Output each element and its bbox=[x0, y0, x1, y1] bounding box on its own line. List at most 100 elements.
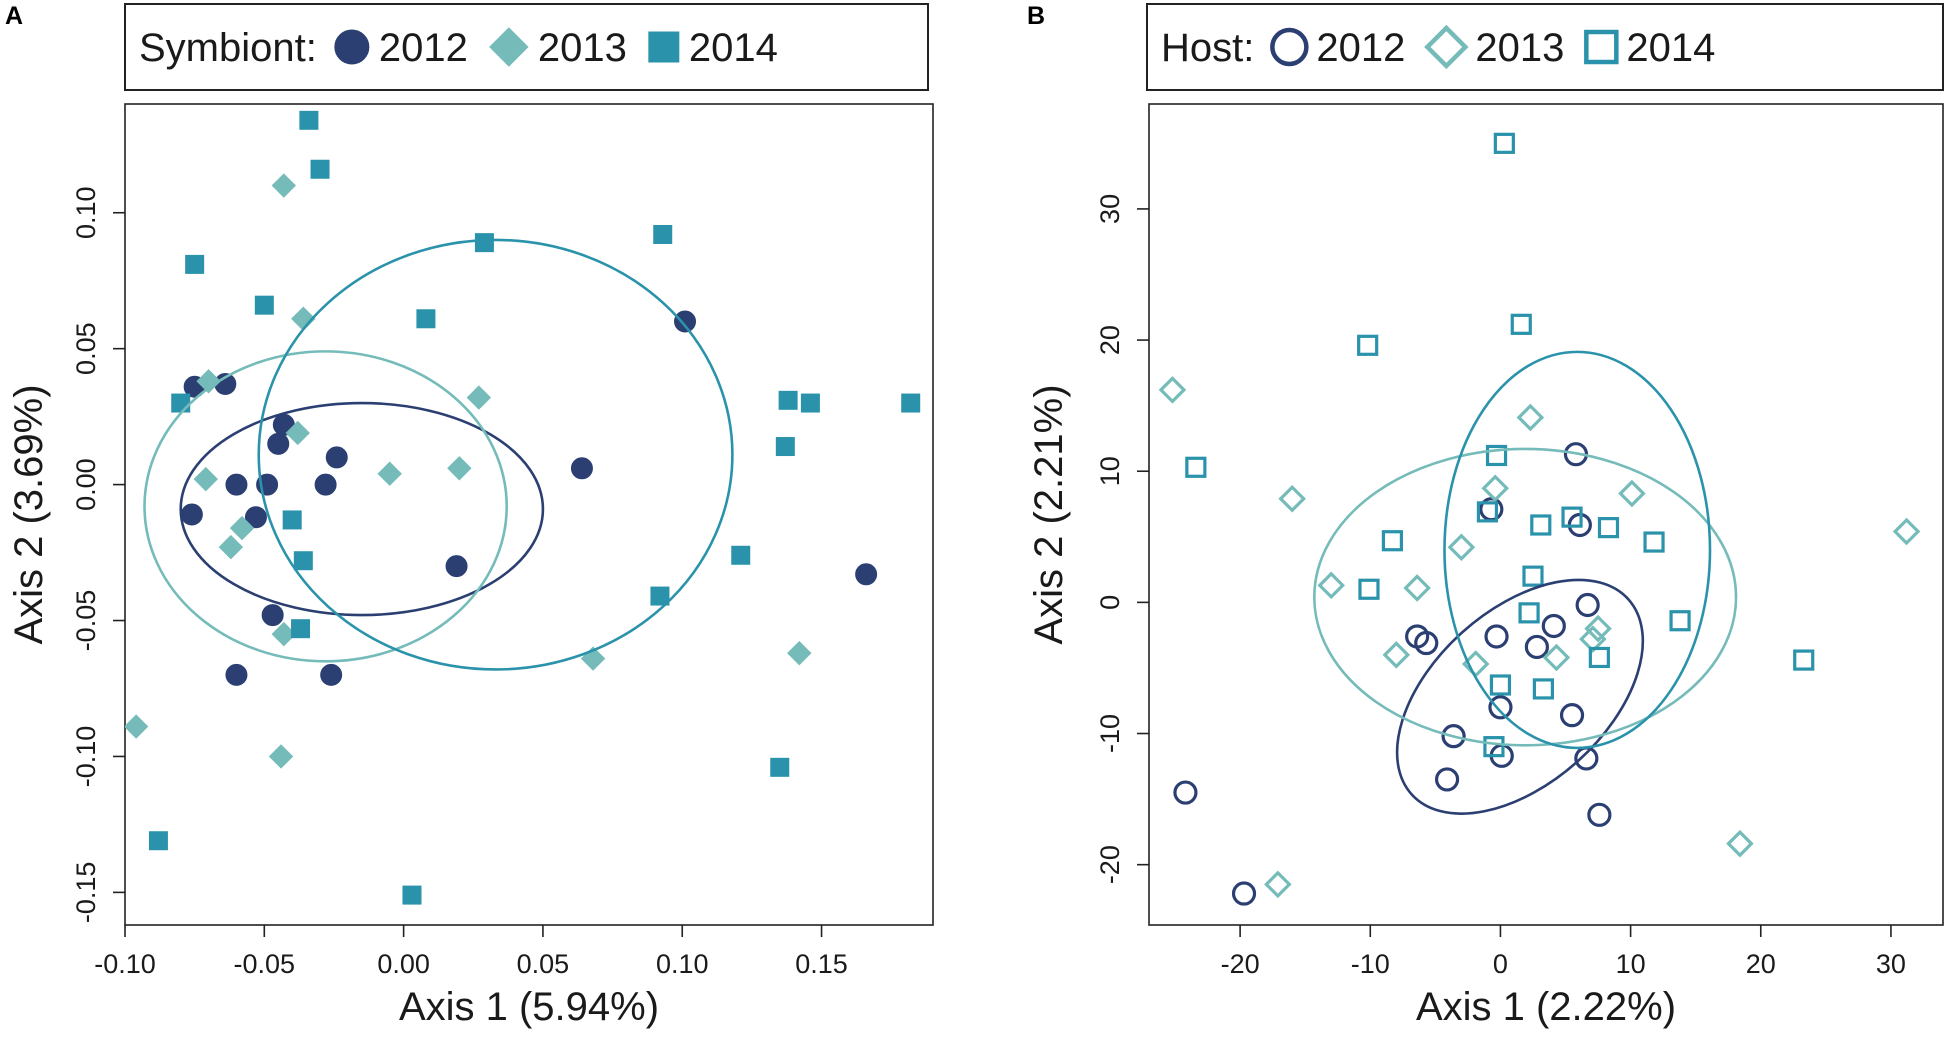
y-tick-label: 0.10 bbox=[71, 186, 101, 239]
y-axis-label: Axis 2 (3.69%) bbox=[7, 384, 51, 644]
point-2014-square bbox=[474, 233, 494, 253]
y-tick-label: 0.05 bbox=[71, 322, 101, 375]
legend-label-2013: 2013 bbox=[538, 26, 627, 70]
point-2014-square bbox=[1185, 456, 1207, 478]
y-tick-label: -0.10 bbox=[71, 726, 101, 788]
point-2014-square bbox=[901, 393, 921, 413]
point-2012-circle bbox=[225, 663, 248, 686]
point-2012-circle bbox=[180, 503, 203, 526]
y-tick-label: 20 bbox=[1095, 325, 1125, 355]
panel-b: B -20 -10 0 10 20 30 -20 -10 0 10 20 30 Axis 1 (2.22%… bbox=[1027, 2, 1944, 1029]
y-axis: -20 -10 0 10 20 30 bbox=[1095, 194, 1149, 884]
point-2014-square bbox=[171, 393, 191, 413]
point-2014-square bbox=[148, 831, 168, 851]
panel-letter: A bbox=[5, 2, 23, 30]
y-tick-label: 10 bbox=[1095, 456, 1125, 486]
point-2014-square bbox=[1510, 313, 1532, 335]
point-2012-circle bbox=[1524, 634, 1549, 660]
legend-marker-2014 bbox=[648, 31, 680, 63]
point-2014-square bbox=[1518, 602, 1540, 624]
point-2014-square bbox=[416, 309, 436, 329]
point-2013-diamond bbox=[268, 744, 294, 769]
point-2014-square bbox=[650, 586, 670, 606]
point-2013-diamond bbox=[447, 456, 472, 481]
x-axis-label: Axis 1 (5.94%) bbox=[399, 985, 659, 1029]
legend-label-2012: 2012 bbox=[379, 26, 468, 70]
y-tick-label: 30 bbox=[1095, 194, 1125, 224]
legend-label-2012: 2012 bbox=[1316, 26, 1405, 70]
point-2012-circle bbox=[1414, 630, 1439, 656]
plot-frame bbox=[1148, 103, 1944, 926]
legend: Symbiont: 2012 2013 2014 bbox=[124, 3, 929, 91]
point-2013-diamond bbox=[1158, 376, 1187, 404]
point-2014-square bbox=[293, 551, 313, 571]
point-2013-diamond bbox=[1382, 641, 1411, 669]
plot-area bbox=[125, 110, 921, 905]
ellipse-2012 bbox=[1395, 578, 1645, 815]
point-2012-circle bbox=[1541, 613, 1566, 639]
point-2013-diamond bbox=[1447, 533, 1476, 562]
point-2012-circle bbox=[314, 473, 337, 496]
point-2013-diamond bbox=[1278, 484, 1306, 513]
legend-marker-2013 bbox=[1424, 24, 1469, 70]
legend-marker-2013 bbox=[489, 27, 529, 67]
point-2012-circle bbox=[325, 446, 348, 469]
x-axis: -20 -10 0 10 20 30 bbox=[1221, 925, 1906, 979]
series-2014 bbox=[148, 110, 921, 905]
point-2014-square bbox=[1532, 678, 1554, 700]
x-tick-label: 10 bbox=[1616, 949, 1646, 979]
point-2012-circle bbox=[1441, 724, 1466, 749]
point-2014-square bbox=[1561, 506, 1583, 528]
point-2014-square bbox=[1493, 132, 1515, 154]
y-tick-label: -0.05 bbox=[71, 590, 101, 652]
point-2014-square bbox=[731, 545, 751, 565]
point-2013-diamond bbox=[1618, 479, 1646, 508]
point-2013-diamond bbox=[1264, 870, 1292, 899]
legend-marker-2012 bbox=[334, 29, 370, 65]
point-2012-circle bbox=[320, 663, 343, 686]
point-2014-square bbox=[1381, 530, 1404, 552]
point-2014-square bbox=[1522, 565, 1544, 587]
point-2013-diamond bbox=[285, 420, 310, 446]
point-2013-diamond bbox=[271, 173, 297, 198]
x-tick-label: 20 bbox=[1746, 949, 1776, 979]
point-2012-circle bbox=[1575, 592, 1600, 618]
point-2014-square bbox=[1597, 517, 1620, 539]
legend-title: Host: bbox=[1161, 26, 1254, 70]
point-2013-diamond bbox=[466, 385, 492, 410]
point-2012-circle bbox=[1173, 780, 1198, 805]
x-tick-label: -10 bbox=[1351, 949, 1390, 979]
series-2014 bbox=[1185, 132, 1815, 758]
legend-title: Symbiont: bbox=[139, 26, 317, 70]
panel-a: A-0.10 -0.05 0.00 0.05 0.10 0.15-0.15-0.10-0.… bbox=[5, 2, 934, 1029]
point-2014-square bbox=[185, 254, 205, 274]
point-2014-square bbox=[775, 437, 795, 457]
x-tick-label: 0.15 bbox=[795, 949, 848, 979]
point-2012-circle bbox=[1434, 767, 1460, 792]
point-2013-diamond bbox=[229, 515, 255, 541]
point-2012-circle bbox=[267, 432, 290, 455]
point-2014-square bbox=[291, 619, 311, 639]
y-tick-label: -10 bbox=[1095, 714, 1125, 753]
x-tick-label: 30 bbox=[1876, 949, 1906, 979]
legend-box bbox=[1146, 3, 1944, 91]
point-2013-diamond bbox=[1726, 829, 1754, 858]
point-2014-square bbox=[1643, 531, 1665, 553]
y-tick-label: -20 bbox=[1095, 845, 1125, 884]
point-2014-square bbox=[402, 885, 422, 905]
point-2012-circle bbox=[1587, 802, 1612, 827]
point-2013-diamond bbox=[1516, 403, 1545, 432]
point-2013-diamond bbox=[218, 534, 244, 560]
panel-letter: B bbox=[1027, 2, 1045, 30]
point-2014-square bbox=[1530, 514, 1552, 536]
point-2013-diamond bbox=[1403, 574, 1431, 602]
legend-marker-2012 bbox=[1270, 27, 1309, 67]
y-axis-label: Axis 2 (2.21%) bbox=[1027, 384, 1071, 644]
point-2014-square bbox=[299, 110, 319, 130]
point-2012-circle bbox=[570, 457, 593, 480]
point-2014-square bbox=[1483, 736, 1505, 758]
legend-label-2014: 2014 bbox=[1626, 26, 1715, 70]
point-2012-circle bbox=[674, 310, 697, 333]
ellipse-2014 bbox=[1443, 350, 1712, 750]
point-2013-diamond bbox=[377, 461, 402, 486]
